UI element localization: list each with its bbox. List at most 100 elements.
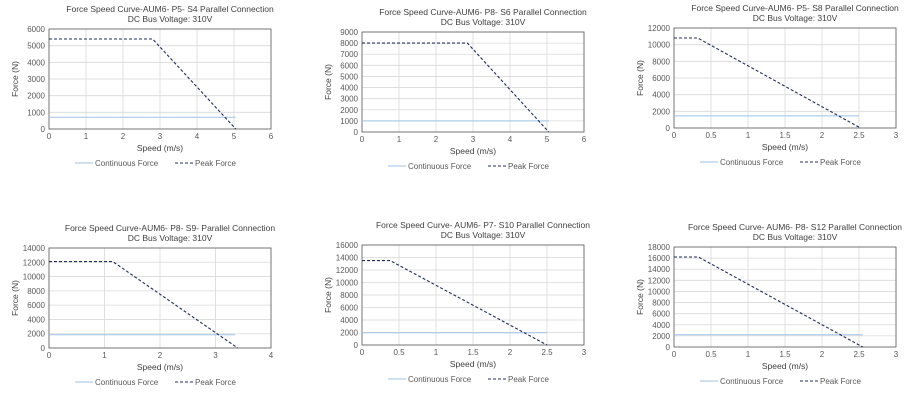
- x-tick-label: 1: [746, 350, 751, 359]
- y-tick-label: 4000: [652, 91, 670, 100]
- y-tick-label: 0: [666, 124, 671, 133]
- peak-force-line: [49, 38, 237, 130]
- y-tick-label: 12000: [648, 24, 671, 33]
- x-tick-label: 1: [102, 351, 107, 360]
- peak-force-line: [362, 42, 550, 133]
- y-tick-label: 4000: [340, 316, 358, 325]
- y-tick-label: 12000: [648, 276, 671, 285]
- x-tick-label: 4: [508, 135, 513, 144]
- y-tick-label: 9000: [340, 28, 358, 37]
- y-tick-label: 3000: [340, 95, 358, 104]
- x-tick-label: 2: [508, 348, 513, 357]
- y-tick-label: 3000: [27, 75, 45, 84]
- x-tick-label: 5: [232, 132, 237, 141]
- x-tick-label: 2.5: [853, 131, 865, 140]
- y-tick-label: 4000: [27, 315, 45, 324]
- legend-label-peak: Peak Force: [508, 162, 549, 171]
- x-tick-label: 0: [47, 132, 52, 141]
- chart-svg: Force Speed Curve-AUM6- P5- S4 Parallel …: [10, 4, 274, 168]
- x-tick-label: 3: [213, 351, 218, 360]
- y-tick-label: 10000: [648, 287, 671, 296]
- plot-frame: [361, 31, 585, 133]
- y-tick-label: 2000: [340, 106, 358, 115]
- y-tick-label: 7000: [340, 50, 358, 59]
- x-tick-label: 1: [746, 131, 751, 140]
- y-tick-label: 0: [354, 341, 359, 350]
- peak-force-line: [674, 256, 863, 348]
- y-tick-label: 5000: [27, 42, 45, 51]
- x-tick-label: 0: [672, 131, 677, 140]
- chart-title: Force Speed Curve- AUM6- P8- S12 Paralle…: [688, 222, 902, 232]
- y-tick-label: 6000: [340, 304, 358, 313]
- chart-subtitle: DC Bus Voltage: 310V: [441, 17, 526, 27]
- y-tick-label: 5000: [340, 72, 358, 81]
- legend-label-continuous: Continuous Force: [408, 375, 472, 384]
- plot-frame: [48, 28, 272, 130]
- y-tick-label: 10000: [336, 279, 359, 288]
- x-axis-label: Speed (m/s): [137, 143, 183, 153]
- y-tick-label: 0: [41, 125, 46, 134]
- chart-svg: Force Speed Curve- AUM6- P8- S12 Paralle…: [635, 222, 902, 386]
- x-tick-label: 1: [397, 135, 402, 144]
- x-tick-label: 3: [158, 132, 163, 141]
- peak-force-line: [362, 260, 548, 346]
- y-tick-label: 8000: [340, 39, 358, 48]
- x-tick-label: 1: [434, 348, 439, 357]
- chart-svg: Force Speed Curve- AUM6- P7- S10 Paralle…: [323, 220, 590, 384]
- x-axis-label: Speed (m/s): [762, 361, 808, 371]
- chart-subtitle: DC Bus Voltage: 310V: [753, 232, 838, 242]
- x-tick-label: 1.5: [467, 348, 479, 357]
- y-tick-label: 6000: [652, 310, 670, 319]
- plot-frame: [48, 247, 272, 349]
- chart-panel-4: Force Speed Curve-AUM6- P8- S9- Parallel…: [5, 221, 295, 406]
- x-axis-label: Speed (m/s): [450, 359, 496, 369]
- x-tick-label: 1.5: [779, 350, 791, 359]
- y-tick-label: 4000: [27, 58, 45, 67]
- y-tick-label: 10000: [648, 41, 671, 50]
- x-tick-label: 0: [47, 351, 52, 360]
- x-tick-label: 0.5: [393, 348, 405, 357]
- x-axis-label: Speed (m/s): [450, 146, 496, 156]
- y-tick-label: 8000: [27, 287, 45, 296]
- y-tick-label: 14000: [648, 265, 671, 274]
- x-axis-label: Speed (m/s): [137, 362, 183, 372]
- x-tick-label: 6: [269, 132, 274, 141]
- x-tick-label: 4: [269, 351, 274, 360]
- y-tick-label: 1000: [27, 108, 45, 117]
- y-tick-label: 14000: [336, 254, 359, 263]
- y-tick-label: 2000: [652, 107, 670, 116]
- chart-subtitle: DC Bus Voltage: 310V: [128, 233, 213, 243]
- x-tick-label: 1: [84, 132, 89, 141]
- x-tick-label: 2.5: [853, 350, 865, 359]
- x-tick-label: 0.5: [705, 131, 717, 140]
- legend-label-continuous: Continuous Force: [95, 378, 159, 387]
- y-axis-label: Force (N): [635, 60, 645, 96]
- y-tick-label: 0: [41, 344, 46, 353]
- x-tick-label: 3: [894, 350, 899, 359]
- y-axis-label: Force (N): [10, 280, 20, 316]
- x-tick-label: 0: [360, 135, 365, 144]
- legend-label-continuous: Continuous Force: [720, 158, 784, 167]
- legend-label-continuous: Continuous Force: [408, 162, 472, 171]
- chart-panel-2: Force Speed Curve-AUM6- P8- S6 Parallel …: [318, 5, 608, 190]
- plot-frame: [673, 27, 897, 129]
- x-tick-label: 2: [434, 135, 439, 144]
- x-tick-label: 1.5: [779, 131, 791, 140]
- x-tick-label: 2: [121, 132, 126, 141]
- y-tick-label: 2000: [27, 92, 45, 101]
- y-tick-label: 1000: [340, 117, 358, 126]
- y-tick-label: 2000: [27, 330, 45, 339]
- y-tick-label: 2000: [652, 332, 670, 341]
- peak-force-line: [674, 37, 861, 129]
- x-tick-label: 3: [894, 131, 899, 140]
- chart-title: Force Speed Curve-AUM6- P8- S9- Parallel…: [65, 223, 276, 233]
- y-tick-label: 6000: [27, 25, 45, 34]
- legend-label-peak: Peak Force: [195, 378, 236, 387]
- y-axis-label: Force (N): [323, 277, 333, 313]
- y-tick-label: 18000: [648, 243, 671, 252]
- chart-panel-1: Force Speed Curve-AUM6- P5- S4 Parallel …: [5, 2, 295, 187]
- y-tick-label: 8000: [340, 291, 358, 300]
- plot-frame: [361, 244, 585, 346]
- legend-label-continuous: Continuous Force: [95, 159, 159, 168]
- y-tick-label: 6000: [340, 61, 358, 70]
